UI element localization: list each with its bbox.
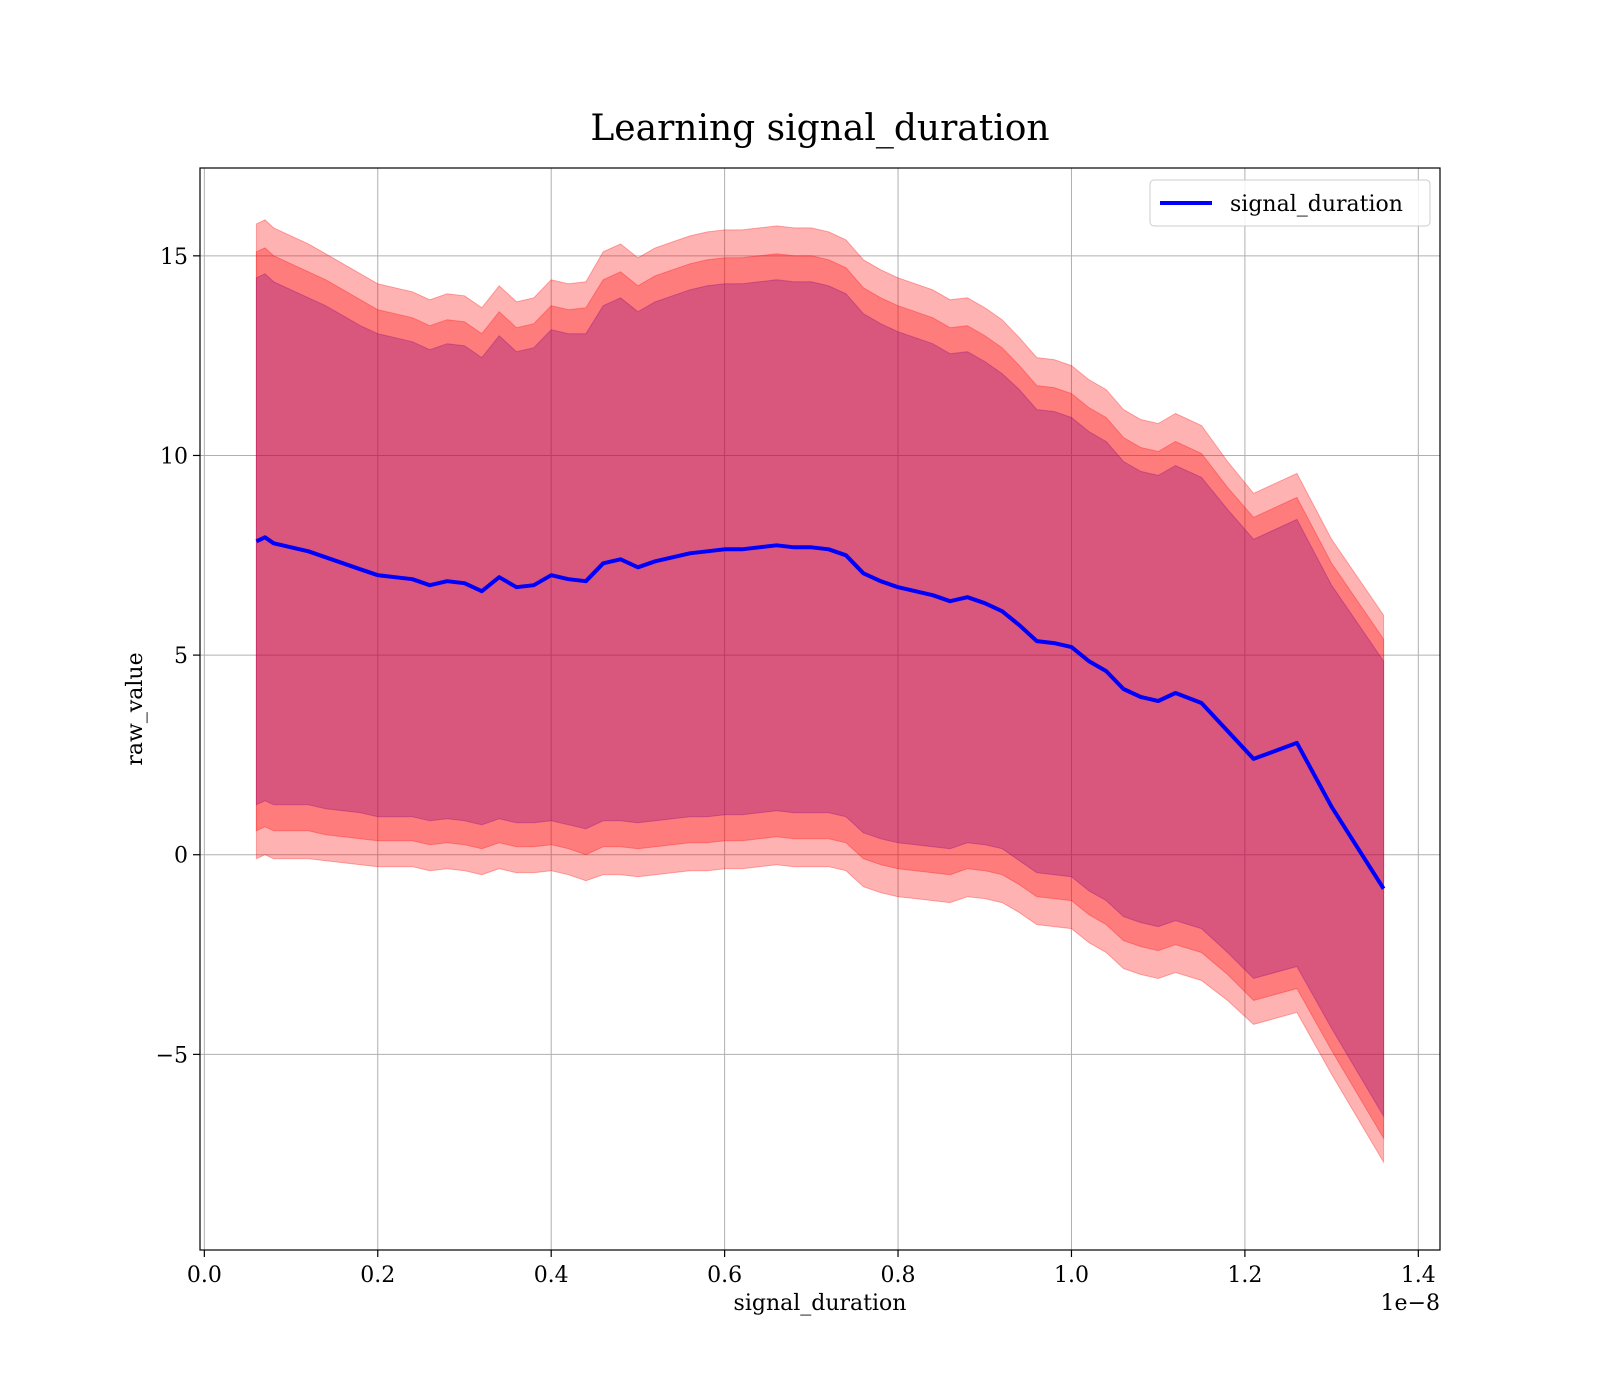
x-tick-label: 0.8	[881, 1263, 916, 1288]
grid-lines	[200, 168, 1440, 1250]
y-tick-label: 15	[160, 245, 188, 270]
legend-box	[1149, 179, 1431, 227]
plot-frame	[199, 167, 1441, 1251]
x-tick-label: 0.6	[707, 1263, 742, 1288]
x-tick-label: 1.2	[1227, 1263, 1262, 1288]
y-tick-label: 5	[174, 644, 188, 669]
band-middle	[255, 247, 1385, 1141]
legend: signal_duration	[1149, 179, 1431, 227]
x-tick-label: 0.0	[187, 1263, 222, 1288]
x-tick-label: 1.0	[1054, 1263, 1089, 1288]
x-axis-label: signal_duration	[734, 1291, 907, 1316]
y-axis-ticks: −5 0 5 10 15	[156, 245, 200, 1068]
legend-entry: signal_duration	[1230, 192, 1403, 217]
x-tick-label: 1.4	[1401, 1263, 1436, 1288]
chart-title: Learning signal_duration	[590, 108, 1049, 149]
x-axis-ticks: 0.0 0.2 0.4 0.6 0.8 1.0 1.2 1.4	[187, 1250, 1436, 1288]
x-tick-label: 0.2	[360, 1263, 395, 1288]
y-axis-label: raw_value	[123, 652, 148, 765]
band-outer	[255, 219, 1385, 1165]
y-tick-label: 10	[160, 444, 188, 469]
x-axis-offset-text: 1e−8	[1381, 1291, 1440, 1316]
series-line	[255, 535, 1386, 890]
confidence-bands	[255, 219, 1385, 1165]
x-tick-label: 0.4	[534, 1263, 569, 1288]
band-inner	[255, 273, 1385, 1119]
y-tick-label: −5	[156, 1043, 188, 1068]
y-tick-label: 0	[174, 844, 188, 869]
series-lines	[255, 535, 1386, 890]
